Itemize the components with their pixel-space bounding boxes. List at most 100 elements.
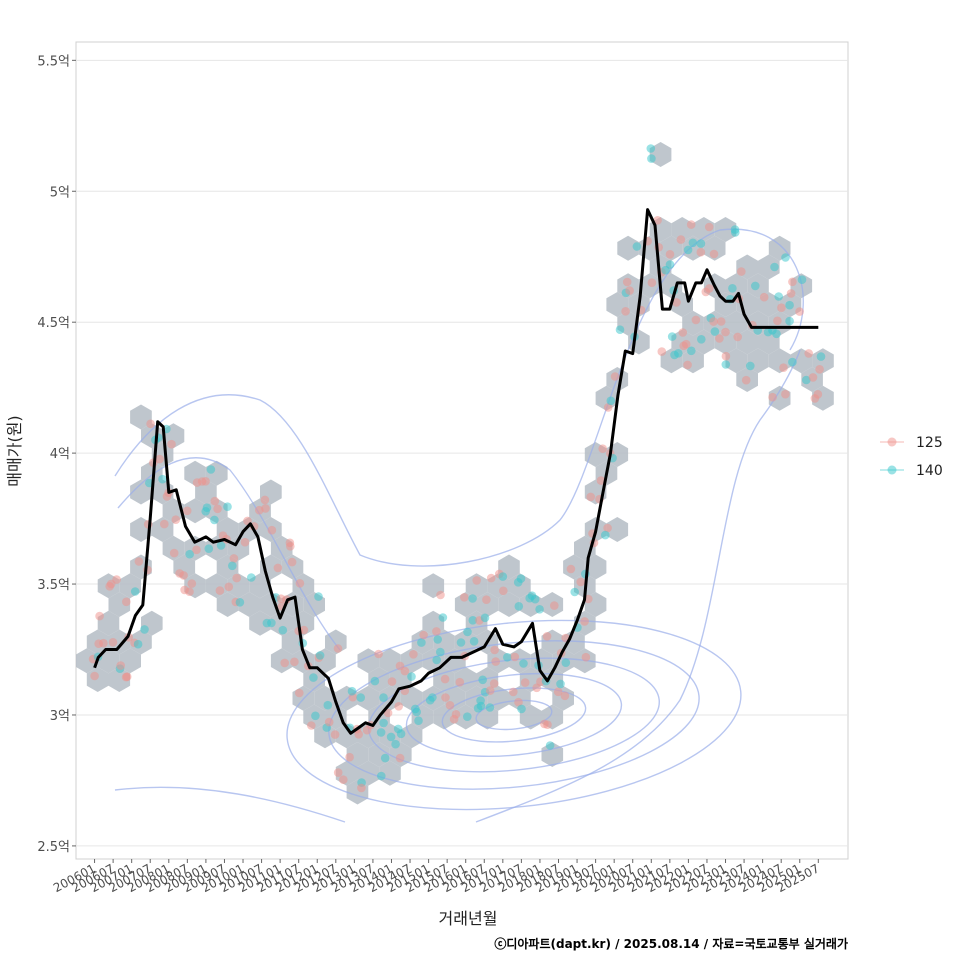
point-125 [383, 708, 393, 718]
point-125 [295, 688, 304, 698]
hex-bin [617, 235, 639, 261]
density-contour [328, 640, 700, 790]
density-contour-right [475, 349, 801, 823]
point-125 [455, 677, 465, 687]
point-125 [657, 347, 667, 356]
point-125 [146, 419, 155, 429]
point-140 [433, 635, 443, 644]
point-140 [710, 327, 720, 336]
point-125 [737, 267, 746, 276]
point-140 [498, 572, 508, 581]
point-125 [387, 677, 397, 686]
point-140 [770, 262, 779, 272]
point-140 [463, 627, 472, 637]
point-140 [556, 679, 565, 689]
point-125 [576, 577, 585, 587]
point-125 [610, 372, 620, 381]
point-125 [213, 504, 222, 514]
point-125 [520, 678, 530, 687]
hex-bin [444, 648, 466, 674]
point-125 [121, 672, 131, 682]
y-axis-title: 매매가(원) [5, 415, 24, 486]
point-125 [786, 289, 796, 298]
point-125 [445, 701, 455, 710]
point-125 [160, 519, 169, 529]
point-125 [339, 775, 348, 784]
legend-label-140: 140 [916, 463, 943, 479]
hex-bin [747, 310, 769, 336]
y-tick-label: 2.5억 [37, 840, 70, 855]
hex-bin [379, 760, 401, 786]
point-140 [606, 396, 616, 406]
point-140 [687, 346, 696, 356]
point-140 [468, 594, 477, 603]
point-140 [731, 228, 740, 237]
point-125 [622, 277, 632, 287]
point-125 [788, 277, 797, 287]
hex-bin [195, 479, 217, 505]
point-125 [486, 573, 496, 583]
point-140 [456, 638, 466, 647]
point-125 [432, 627, 441, 636]
hex-bin [725, 310, 748, 336]
point-125 [603, 523, 612, 533]
point-125 [95, 611, 104, 621]
point-140 [478, 675, 488, 685]
point-140 [785, 316, 794, 326]
hex-bin [281, 554, 304, 580]
point-125 [330, 730, 340, 739]
point-140 [376, 728, 386, 737]
point-125 [419, 630, 428, 640]
point-125 [603, 403, 613, 412]
point-140 [414, 716, 423, 725]
point-140 [696, 239, 706, 248]
point-125 [345, 752, 354, 762]
point-125 [400, 666, 410, 676]
point-140 [247, 573, 256, 582]
point-125 [647, 278, 657, 288]
legend-label-125: 125 [916, 435, 943, 451]
point-140 [133, 639, 143, 649]
point-140 [469, 637, 479, 646]
density-contour [286, 619, 742, 811]
point-125 [267, 525, 277, 535]
point-140 [476, 696, 485, 705]
point-125 [155, 454, 164, 464]
point-140 [816, 352, 826, 361]
hex-bin [270, 610, 293, 636]
point-140 [396, 729, 406, 739]
point-125 [499, 586, 508, 596]
y-tick-label: 3.5억 [37, 578, 70, 593]
point-125 [290, 657, 299, 667]
hex-bin [368, 667, 390, 692]
point-125 [490, 645, 499, 655]
point-125 [598, 444, 607, 454]
point-125 [169, 548, 179, 558]
point-140 [788, 357, 797, 367]
point-140 [517, 704, 526, 714]
y-tick-label: 5.5억 [37, 54, 70, 69]
point-125 [686, 220, 696, 229]
point-140 [468, 616, 478, 625]
point-140 [697, 335, 706, 344]
point-140 [315, 651, 325, 660]
point-125 [804, 349, 813, 358]
point-125 [489, 679, 499, 688]
point-140 [130, 587, 140, 596]
point-125 [179, 571, 188, 580]
point-125 [813, 390, 823, 399]
legend-key-140 [887, 465, 897, 475]
legend-key-125 [887, 437, 897, 447]
point-125 [625, 286, 634, 295]
point-125 [759, 292, 769, 302]
point-140 [309, 673, 318, 682]
hex-bin [76, 648, 98, 674]
point-140 [785, 300, 794, 310]
point-140 [530, 594, 540, 604]
hex-bin [249, 610, 271, 636]
point-125 [472, 576, 482, 585]
point-140 [545, 741, 555, 750]
point-140 [463, 712, 472, 721]
point-140 [223, 502, 232, 512]
point-125 [394, 702, 404, 711]
